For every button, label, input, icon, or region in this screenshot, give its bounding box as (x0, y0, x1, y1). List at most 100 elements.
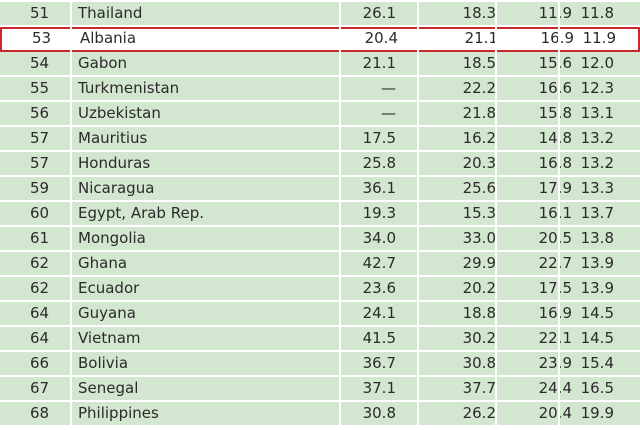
country-cell: Philippines (78, 404, 159, 422)
country-cell: Vietnam (78, 329, 141, 347)
column-divider (70, 0, 72, 430)
value-cell-2: 22.2 (462, 79, 496, 97)
value-cell-2: 20.3 (462, 154, 496, 172)
table-row: 55 Turkmenistan — 22.2 16.6 12.3 (0, 77, 640, 102)
rank-cell: 56 (30, 104, 50, 122)
value-cell-4: 13.8 (580, 229, 614, 247)
value-cell-2: 18.8 (462, 304, 496, 322)
rank-cell: 57 (30, 154, 50, 172)
value-cell-3: 23.9 (538, 354, 572, 372)
value-cell-1: 36.1 (362, 179, 396, 197)
value-cell-4: 11.8 (580, 4, 614, 22)
value-cell-3: 20.5 (538, 229, 572, 247)
value-cell-4: 13.1 (580, 104, 614, 122)
value-cell-3: 20.4 (538, 404, 572, 422)
rank-cell: 66 (30, 354, 50, 372)
value-cell-2: 18.5 (462, 54, 496, 72)
value-cell-2: 25.6 (462, 179, 496, 197)
rank-cell: 62 (30, 279, 50, 297)
table-row: 61 Mongolia 34.0 33.0 20.5 13.8 (0, 227, 640, 252)
column-divider (417, 0, 419, 430)
value-cell-4: 13.7 (580, 204, 614, 222)
value-cell-3: 16.8 (538, 154, 572, 172)
table-row: 64 Guyana 24.1 18.8 16.9 14.5 (0, 302, 640, 327)
value-cell-4: 13.9 (580, 254, 614, 272)
value-cell-1: 26.1 (362, 4, 396, 22)
value-cell-3: 14.8 (538, 129, 572, 147)
rank-cell: 59 (30, 179, 50, 197)
value-cell-1: 42.7 (362, 254, 396, 272)
value-cell-1: 41.5 (362, 329, 396, 347)
value-cell-3: 17.9 (538, 179, 572, 197)
table-row: 60 Egypt, Arab Rep. 19.3 15.3 16.1 13.7 (0, 202, 640, 227)
value-cell-1: 17.5 (362, 129, 396, 147)
value-cell-4: 12.3 (580, 79, 614, 97)
table-row: 54 Gabon 21.1 18.5 15.6 12.0 (0, 52, 640, 77)
value-cell-2: 26.2 (462, 404, 496, 422)
value-cell-1: 20.4 (364, 29, 398, 47)
table-row-highlighted: 53 Albania 20.4 21.1 16.9 11.9 (0, 27, 640, 52)
rank-cell: 64 (30, 304, 50, 322)
table-row: 56 Uzbekistan — 21.8 15.8 13.1 (0, 102, 640, 127)
rank-cell: 68 (30, 404, 50, 422)
country-cell: Ecuador (78, 279, 140, 297)
rank-cell: 64 (30, 329, 50, 347)
value-cell-4: 14.5 (580, 304, 614, 322)
table-row: 62 Ecuador 23.6 20.2 17.5 13.9 (0, 277, 640, 302)
table-row: 57 Honduras 25.8 20.3 16.8 13.2 (0, 152, 640, 177)
table-row: 59 Nicaragua 36.1 25.6 17.9 13.3 (0, 177, 640, 202)
value-cell-4: 11.9 (582, 29, 616, 47)
value-cell-1: 36.7 (362, 354, 396, 372)
value-cell-4: 13.2 (580, 129, 614, 147)
value-cell-1: 24.1 (362, 304, 396, 322)
value-cell-4: 12.0 (580, 54, 614, 72)
value-cell-1: 37.1 (362, 379, 396, 397)
rank-cell: 61 (30, 229, 50, 247)
country-cell: Albania (80, 29, 137, 47)
value-cell-3: 16.6 (538, 79, 572, 97)
rank-cell: 55 (30, 79, 50, 97)
value-cell-3: 17.5 (538, 279, 572, 297)
value-cell-4: 19.9 (580, 404, 614, 422)
country-cell: Honduras (78, 154, 151, 172)
value-cell-4: 16.5 (580, 379, 614, 397)
table-row: 66 Bolivia 36.7 30.8 23.9 15.4 (0, 352, 640, 377)
table-row: 57 Mauritius 17.5 16.2 14.8 13.2 (0, 127, 640, 152)
value-cell-2: 16.2 (462, 129, 496, 147)
country-cell: Mauritius (78, 129, 148, 147)
column-divider (558, 0, 560, 430)
value-cell-4: 13.9 (580, 279, 614, 297)
country-cell: Turkmenistan (78, 79, 180, 97)
country-cell: Mongolia (78, 229, 146, 247)
rank-cell: 57 (30, 129, 50, 147)
value-cell-1: 21.1 (362, 54, 396, 72)
country-cell: Ghana (78, 254, 128, 272)
value-cell-4: 15.4 (580, 354, 614, 372)
table-row: 64 Vietnam 41.5 30.2 22.1 14.5 (0, 327, 640, 352)
country-cell: Uzbekistan (78, 104, 161, 122)
value-cell-3: 22.1 (538, 329, 572, 347)
country-cell: Bolivia (78, 354, 129, 372)
value-cell-1: 23.6 (362, 279, 396, 297)
value-cell-4: 13.3 (580, 179, 614, 197)
country-cell: Thailand (78, 4, 143, 22)
table-row: 62 Ghana 42.7 29.9 22.7 13.9 (0, 252, 640, 277)
value-cell-2: 37.7 (462, 379, 496, 397)
value-cell-1: 19.3 (362, 204, 396, 222)
value-cell-2: 18.3 (462, 4, 496, 22)
rank-cell: 62 (30, 254, 50, 272)
value-cell-2: 33.0 (462, 229, 496, 247)
rank-cell: 67 (30, 379, 50, 397)
value-cell-2: 21.8 (462, 104, 496, 122)
value-cell-2: 30.8 (462, 354, 496, 372)
value-cell-3: 22.7 (538, 254, 572, 272)
value-cell-2: 20.2 (462, 279, 496, 297)
table-row: 68 Philippines 30.8 26.2 20.4 19.9 (0, 402, 640, 427)
value-cell-2: 15.3 (462, 204, 496, 222)
value-cell-2: 21.1 (464, 29, 498, 47)
column-divider (495, 0, 497, 430)
table-row: 51 Thailand 26.1 18.3 11.9 11.8 (0, 2, 640, 27)
rank-cell: 53 (32, 29, 52, 47)
value-cell-2: 29.9 (462, 254, 496, 272)
